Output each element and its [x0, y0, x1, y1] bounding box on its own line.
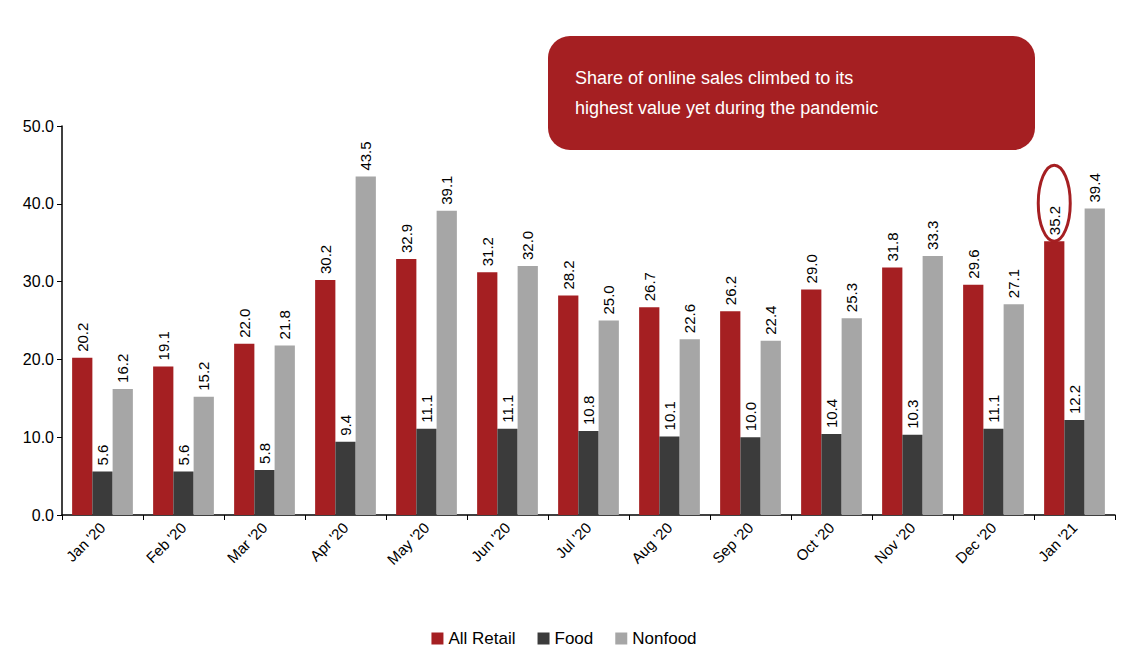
svg-text:33.3: 33.3: [924, 221, 941, 250]
svg-text:10.0: 10.0: [23, 429, 54, 446]
svg-text:30.2: 30.2: [317, 245, 334, 274]
svg-text:25.3: 25.3: [843, 283, 860, 312]
svg-text:10.0: 10.0: [742, 402, 759, 431]
svg-text:Jun '20: Jun '20: [468, 519, 514, 565]
svg-text:Feb '20: Feb '20: [142, 519, 189, 566]
svg-text:All Retail: All Retail: [448, 629, 515, 648]
svg-text:25.0: 25.0: [600, 285, 617, 314]
svg-text:5.8: 5.8: [256, 443, 273, 464]
svg-text:highest value yet during the p: highest value yet during the pandemic: [575, 98, 878, 118]
svg-text:35.2: 35.2: [1046, 206, 1063, 235]
svg-text:20.2: 20.2: [74, 323, 91, 352]
svg-text:27.1: 27.1: [1005, 269, 1022, 298]
svg-text:39.1: 39.1: [438, 176, 455, 205]
svg-text:11.1: 11.1: [418, 395, 435, 423]
svg-text:40.0: 40.0: [23, 195, 54, 212]
svg-text:Dec '20: Dec '20: [952, 519, 1000, 567]
svg-text:12.2: 12.2: [1066, 385, 1083, 414]
svg-text:32.9: 32.9: [398, 224, 415, 253]
svg-text:15.2: 15.2: [195, 362, 212, 391]
svg-text:26.2: 26.2: [722, 276, 739, 305]
svg-text:22.4: 22.4: [762, 306, 779, 335]
svg-text:0.0: 0.0: [32, 507, 54, 524]
svg-text:Food: Food: [555, 629, 594, 648]
svg-text:Jul '20: Jul '20: [552, 519, 594, 561]
svg-text:28.2: 28.2: [560, 260, 577, 289]
svg-text:Jan '21: Jan '21: [1035, 519, 1081, 565]
svg-text:10.8: 10.8: [580, 396, 597, 425]
svg-text:10.4: 10.4: [823, 399, 840, 428]
svg-text:Aug '20: Aug '20: [628, 519, 676, 567]
svg-text:Mar '20: Mar '20: [223, 519, 270, 566]
svg-text:Apr '20: Apr '20: [306, 519, 351, 564]
svg-text:10.1: 10.1: [661, 401, 678, 430]
svg-text:May '20: May '20: [384, 519, 433, 568]
svg-text:31.2: 31.2: [479, 237, 496, 266]
svg-text:Nov '20: Nov '20: [871, 519, 919, 567]
svg-text:39.4: 39.4: [1086, 173, 1103, 202]
svg-text:31.8: 31.8: [884, 232, 901, 261]
svg-text:29.0: 29.0: [803, 254, 820, 283]
svg-text:10.3: 10.3: [904, 400, 921, 429]
svg-text:29.6: 29.6: [965, 250, 982, 279]
svg-text:21.8: 21.8: [276, 310, 293, 339]
svg-text:Jan '20: Jan '20: [63, 519, 109, 565]
svg-text:16.2: 16.2: [114, 354, 131, 383]
svg-text:26.7: 26.7: [641, 272, 658, 301]
svg-text:22.6: 22.6: [681, 304, 698, 333]
svg-text:5.6: 5.6: [175, 445, 192, 466]
svg-text:19.1: 19.1: [155, 331, 172, 360]
svg-text:20.0: 20.0: [23, 351, 54, 368]
svg-text:9.4: 9.4: [337, 415, 354, 436]
svg-text:Oct '20: Oct '20: [792, 519, 837, 564]
svg-text:Nonfood: Nonfood: [632, 629, 696, 648]
svg-text:11.1: 11.1: [985, 395, 1002, 423]
svg-text:5.6: 5.6: [94, 445, 111, 466]
svg-text:50.0: 50.0: [23, 118, 54, 135]
svg-text:Share of online sales climbed: Share of online sales climbed to its: [575, 68, 853, 88]
svg-text:32.0: 32.0: [519, 231, 536, 260]
svg-text:Sep '20: Sep '20: [709, 519, 757, 567]
svg-text:11.1: 11.1: [499, 395, 516, 423]
svg-text:22.0: 22.0: [236, 309, 253, 338]
svg-text:43.5: 43.5: [357, 141, 374, 170]
svg-text:30.0: 30.0: [23, 273, 54, 290]
